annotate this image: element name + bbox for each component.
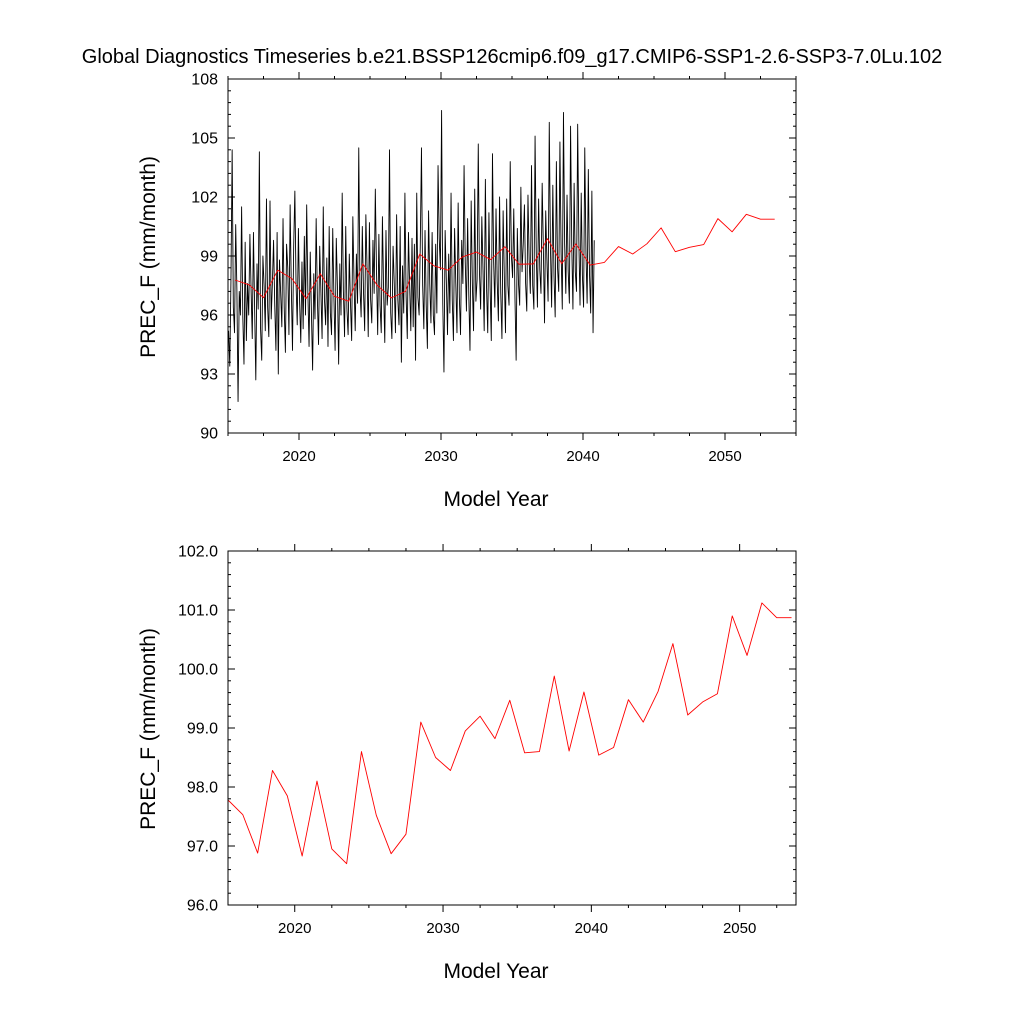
bottom-panel-annual-mean: 2020 2030 2040 2050 96.0 97.0 98.0 99.0 100.0 101… (137, 544, 797, 983)
chart-title: Global Diagnostics Timeseries b.e21.BSSP… (81, 46, 943, 68)
x-axis-label: Model Year (443, 488, 548, 511)
x-tick-label: 2050 (708, 448, 741, 465)
plot-area (228, 110, 775, 402)
x-tick-label: 2030 (424, 448, 457, 465)
top-panel-monthly-and-annual: 2020 2030 2040 2050 90 93 96 99 102 105 108 Model Y… (137, 72, 797, 511)
axis-ticks (228, 544, 796, 912)
y-tick-label: 105 (191, 131, 218, 148)
plot-frame (227, 550, 797, 906)
y-tick-label: 99 (200, 249, 218, 266)
y-tick-label: 98.0 (187, 780, 218, 797)
y-tick-label: 102 (191, 190, 218, 207)
x-tick-label: 2020 (278, 920, 311, 937)
y-tick-label: 99.0 (187, 721, 218, 738)
y-tick-label: 101.0 (178, 603, 218, 620)
annual-mean-line (228, 602, 792, 865)
y-tick-label: 100.0 (178, 662, 218, 679)
y-tick-label: 93 (200, 367, 218, 384)
y-tick-label: 97.0 (187, 839, 218, 856)
x-tick-label: 2040 (566, 448, 599, 465)
y-tick-label: 90 (200, 426, 218, 443)
y-tick-label: 108 (191, 72, 218, 89)
x-axis-label: Model Year (443, 960, 548, 983)
monthly-series-line (228, 110, 595, 402)
y-tick-label: 96 (200, 308, 218, 325)
annual-mean-line (234, 213, 775, 302)
plot-area (228, 602, 792, 865)
y-tick-label: 96.0 (187, 898, 218, 915)
x-tick-label: 2050 (723, 920, 756, 937)
y-axis-label: PREC_F (mm/month) (137, 156, 160, 358)
x-tick-label: 2020 (282, 448, 315, 465)
y-tick-label: 102.0 (178, 544, 218, 561)
x-tick-label: 2040 (575, 920, 608, 937)
x-tick-label: 2030 (426, 920, 459, 937)
axis-ticks (227, 72, 797, 440)
y-axis-label: PREC_F (mm/month) (137, 628, 160, 830)
